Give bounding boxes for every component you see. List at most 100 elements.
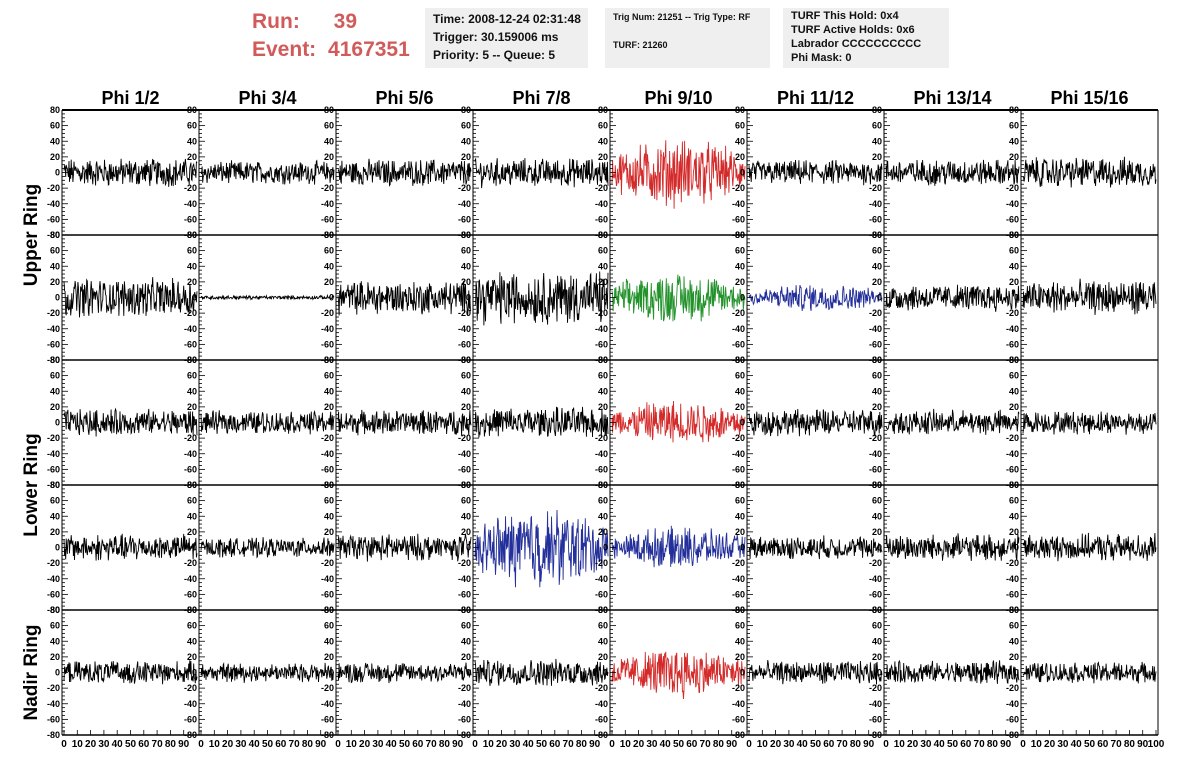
y-tick-label: -60 [47,464,60,474]
y-tick-label: 40 [324,261,334,271]
ring-label: Nadir Ring [21,624,42,720]
y-tick-label: -40 [184,449,197,459]
waveform-trace [63,277,198,318]
y-tick-label: -40 [595,449,608,459]
y-tick-label: -20 [869,683,882,693]
y-tick-label: 0 [55,668,60,678]
column-header: Phi 7/8 [512,88,570,108]
waveform-trace [611,140,746,209]
waveform-trace [1022,156,1157,188]
y-tick-label: -40 [321,574,334,584]
y-tick-label: -40 [1006,574,1019,584]
x-tick-label: 0 [472,739,478,750]
y-tick-label: 80 [50,605,60,615]
column-header: Phi 1/2 [101,88,159,108]
waveform-trace [1022,661,1157,684]
y-tick-label: 80 [461,230,471,240]
y-tick-label: -40 [869,324,882,334]
y-tick-label: -40 [184,574,197,584]
x-tick-label: 50 [810,739,822,750]
y-tick-label: 0 [1014,418,1019,428]
y-tick-label: 40 [1009,261,1019,271]
y-tick-label: 20 [50,527,60,537]
trig-num-text: Trig Num: 21251 -- Trig Type: RF [613,12,751,22]
y-tick-label: -60 [184,589,197,599]
waveform-trace [337,409,472,437]
x-tick-label: 80 [576,739,588,750]
y-tick-label: 80 [187,355,197,365]
y-tick-label: 40 [461,261,471,271]
y-tick-label: -20 [321,558,334,568]
waveform-trace [748,535,883,560]
x-tick-label: 70 [700,739,712,750]
y-tick-label: 20 [50,277,60,287]
y-tick-label: 80 [324,605,334,615]
ring-label: Upper Ring [21,184,42,286]
y-tick-label: -20 [321,683,334,693]
y-tick-label: 20 [50,402,60,412]
y-tick-label: -40 [47,449,60,459]
y-tick-label: -60 [321,339,334,349]
y-tick-label: 0 [466,168,471,178]
y-tick-label: -60 [869,339,882,349]
y-tick-label: -40 [869,574,882,584]
x-tick-label: 90 [452,739,464,750]
y-tick-label: -60 [595,214,608,224]
y-tick-label: 80 [50,355,60,365]
y-tick-label: 20 [187,527,197,537]
x-tick-label: 20 [222,739,234,750]
y-tick-label: 60 [461,246,471,256]
y-tick-label: 80 [1009,355,1019,365]
time-text: Time: 2008-12-24 02:31:48 [433,12,581,26]
y-tick-label: 0 [1014,543,1019,553]
y-tick-label: 20 [50,152,60,162]
y-tick-label: 40 [872,386,882,396]
x-tick-label: 0 [198,739,204,750]
x-tick-label: 30 [1057,739,1069,750]
y-tick-label: 40 [598,261,608,271]
y-tick-label: 40 [187,636,197,646]
y-tick-label: 80 [872,605,882,615]
y-tick-label: 80 [50,480,60,490]
waveform-trace [885,408,1020,435]
y-tick-label: -40 [458,199,471,209]
x-tick-label: 60 [823,739,835,750]
y-tick-label: 0 [329,543,334,553]
y-tick-label: 80 [1009,480,1019,490]
y-tick-label: 60 [50,246,60,256]
y-tick-label: 40 [735,261,745,271]
y-tick-label: 60 [872,371,882,381]
waveform-trace [200,293,335,301]
y-tick-label: -20 [184,558,197,568]
y-tick-label: -60 [458,339,471,349]
y-tick-label: 40 [324,636,334,646]
run-event-box: Run: 39 Event: 4167351 [252,8,417,66]
x-tick-label: 10 [346,739,358,750]
x-tick-label: 0 [335,739,341,750]
x-tick-label: 80 [439,739,451,750]
y-tick-label: 0 [329,168,334,178]
y-tick-label: 20 [598,527,608,537]
y-tick-label: -40 [321,699,334,709]
y-tick-label: -40 [1006,324,1019,334]
x-tick-label: 30 [235,739,247,750]
labrador-text: Labrador CCCCCCCCCC [791,38,922,50]
y-tick-label: -60 [869,589,882,599]
y-tick-label: 20 [872,152,882,162]
waveform-trace [474,158,609,189]
y-tick-label: -20 [1006,433,1019,443]
y-tick-label: 60 [872,246,882,256]
y-tick-label: -40 [732,199,745,209]
y-tick-label: 60 [872,121,882,131]
y-tick-label: -40 [1006,199,1019,209]
waveform-trace [885,533,1020,561]
x-tick-label: 40 [249,739,261,750]
y-tick-label: -20 [47,683,60,693]
y-tick-label: -20 [47,308,60,318]
y-tick-label: 80 [187,230,197,240]
y-tick-label: 60 [187,246,197,256]
x-tick-label: 90 [589,739,601,750]
y-tick-label: 40 [872,636,882,646]
y-tick-label: 20 [324,652,334,662]
y-tick-label: -60 [458,589,471,599]
